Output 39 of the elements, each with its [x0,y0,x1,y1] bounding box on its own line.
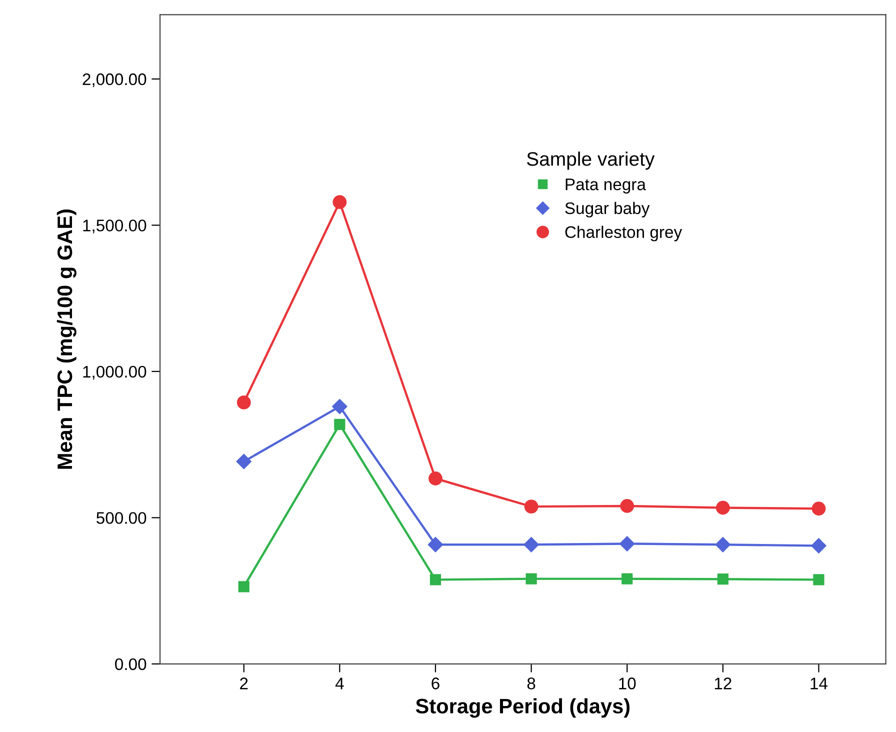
x-tick-label: 6 [432,678,440,690]
y-tick-label: 500.00 [96,512,146,524]
y-tick-label: 2,000.00 [82,73,146,88]
point [812,502,826,516]
point [715,537,730,552]
legend-label: Charleston grey [565,226,682,242]
x-tick-label: 2 [240,678,248,690]
legend-title: Sample variety [526,152,655,170]
legend-label: Pata negra [566,178,646,194]
point [716,500,730,515]
point [717,574,728,585]
point [332,195,347,210]
point [811,538,826,554]
point [428,537,444,552]
point [524,500,538,514]
y-tick-label: 1,000.00 [83,366,146,380]
y-tick-label: 1,500.00 [83,220,146,234]
point [332,398,348,414]
point [526,573,537,584]
point [334,418,346,430]
point [620,536,635,552]
point [622,573,633,584]
x-axis-title: Storage Period (days) [416,698,630,718]
y-axis-title: Mean TPC (mg/100 g GAE) [56,210,76,469]
x-tick-label: 8 [527,678,536,690]
x-tick-label: 12 [714,678,732,690]
legend-label: Sugar baby [565,202,650,218]
x-tick-label: 14 [810,678,828,690]
point [236,454,252,470]
point [620,499,634,513]
y-tick-label: 0.00 [115,658,146,670]
point [236,396,251,410]
x-tick-label: 4 [335,678,344,690]
point [813,574,824,586]
point [524,537,539,552]
point [430,574,442,586]
point [428,472,442,486]
x-tick-label: 10 [619,678,636,690]
point [238,581,250,592]
